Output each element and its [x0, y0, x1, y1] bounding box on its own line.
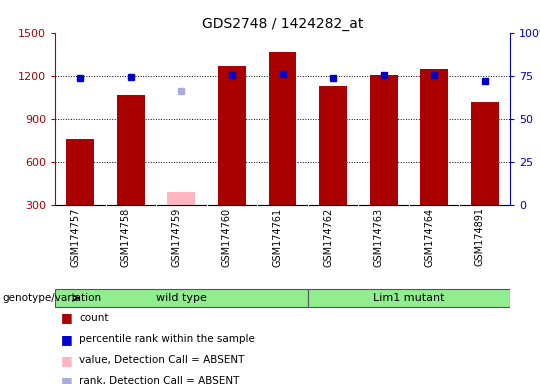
Text: ■: ■ — [60, 354, 72, 367]
Bar — [471, 102, 498, 205]
Text: rank, Detection Call = ABSENT: rank, Detection Call = ABSENT — [79, 376, 240, 384]
Text: GSM174764: GSM174764 — [424, 207, 434, 266]
Bar — [308, 289, 510, 307]
Text: GSM174763: GSM174763 — [374, 207, 383, 266]
Bar — [218, 66, 246, 205]
Text: GSM174758: GSM174758 — [121, 207, 131, 267]
Text: GSM174757: GSM174757 — [70, 207, 80, 267]
Bar — [319, 86, 347, 205]
Text: wild type: wild type — [156, 293, 207, 303]
Title: GDS2748 / 1424282_at: GDS2748 / 1424282_at — [202, 17, 363, 31]
Text: Lim1 mutant: Lim1 mutant — [373, 293, 444, 303]
Text: GSM174891: GSM174891 — [475, 207, 485, 266]
Bar — [55, 289, 308, 307]
Text: count: count — [79, 313, 109, 323]
Bar — [370, 74, 397, 205]
Bar — [167, 192, 195, 205]
Bar — [420, 69, 448, 205]
Text: ■: ■ — [60, 311, 72, 324]
Text: percentile rank within the sample: percentile rank within the sample — [79, 334, 255, 344]
Text: GSM174761: GSM174761 — [273, 207, 282, 266]
Text: ■: ■ — [60, 333, 72, 346]
Text: ■: ■ — [60, 375, 72, 384]
Text: GSM174759: GSM174759 — [171, 207, 181, 267]
Text: value, Detection Call = ABSENT: value, Detection Call = ABSENT — [79, 355, 245, 365]
Bar — [66, 139, 94, 205]
Bar — [268, 51, 296, 205]
Text: genotype/variation: genotype/variation — [3, 293, 102, 303]
Text: GSM174762: GSM174762 — [323, 207, 333, 267]
Text: GSM174760: GSM174760 — [222, 207, 232, 266]
Bar — [117, 94, 145, 205]
